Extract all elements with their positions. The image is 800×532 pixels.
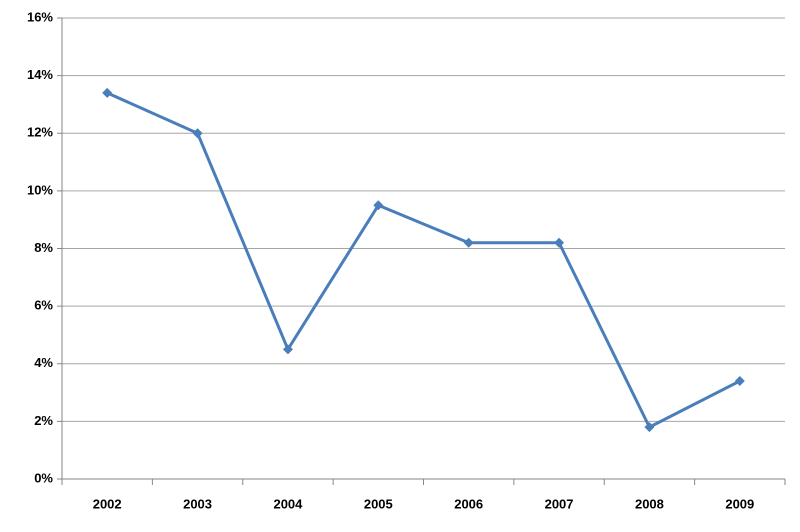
x-tick-label: 2003 — [183, 496, 212, 511]
data-point — [644, 422, 655, 433]
y-tick-label: 14% — [27, 67, 53, 82]
x-tick-label: 2006 — [454, 496, 483, 511]
data-point — [554, 237, 565, 248]
x-tick-label: 2009 — [725, 496, 754, 511]
y-tick-label: 12% — [27, 125, 53, 140]
data-point — [734, 376, 745, 387]
x-tick-label: 2002 — [93, 496, 122, 511]
data-point — [373, 200, 384, 211]
y-tick-label: 16% — [27, 9, 53, 24]
x-tick-label: 2004 — [273, 496, 303, 511]
data-point — [102, 87, 113, 98]
data-point — [463, 237, 474, 248]
x-tick-label: 2007 — [545, 496, 574, 511]
y-tick-label: 4% — [34, 355, 53, 370]
data-point — [192, 128, 203, 139]
x-tick-label: 2005 — [364, 496, 393, 511]
line-series — [106, 91, 741, 429]
y-tick-label: 6% — [34, 298, 53, 313]
data-point — [282, 344, 293, 355]
y-tick-label: 2% — [34, 413, 53, 428]
y-tick-label: 10% — [27, 182, 53, 197]
y-tick-label: 0% — [34, 470, 53, 485]
x-tick-label: 2008 — [635, 496, 664, 511]
y-tick-label: 8% — [34, 240, 53, 255]
